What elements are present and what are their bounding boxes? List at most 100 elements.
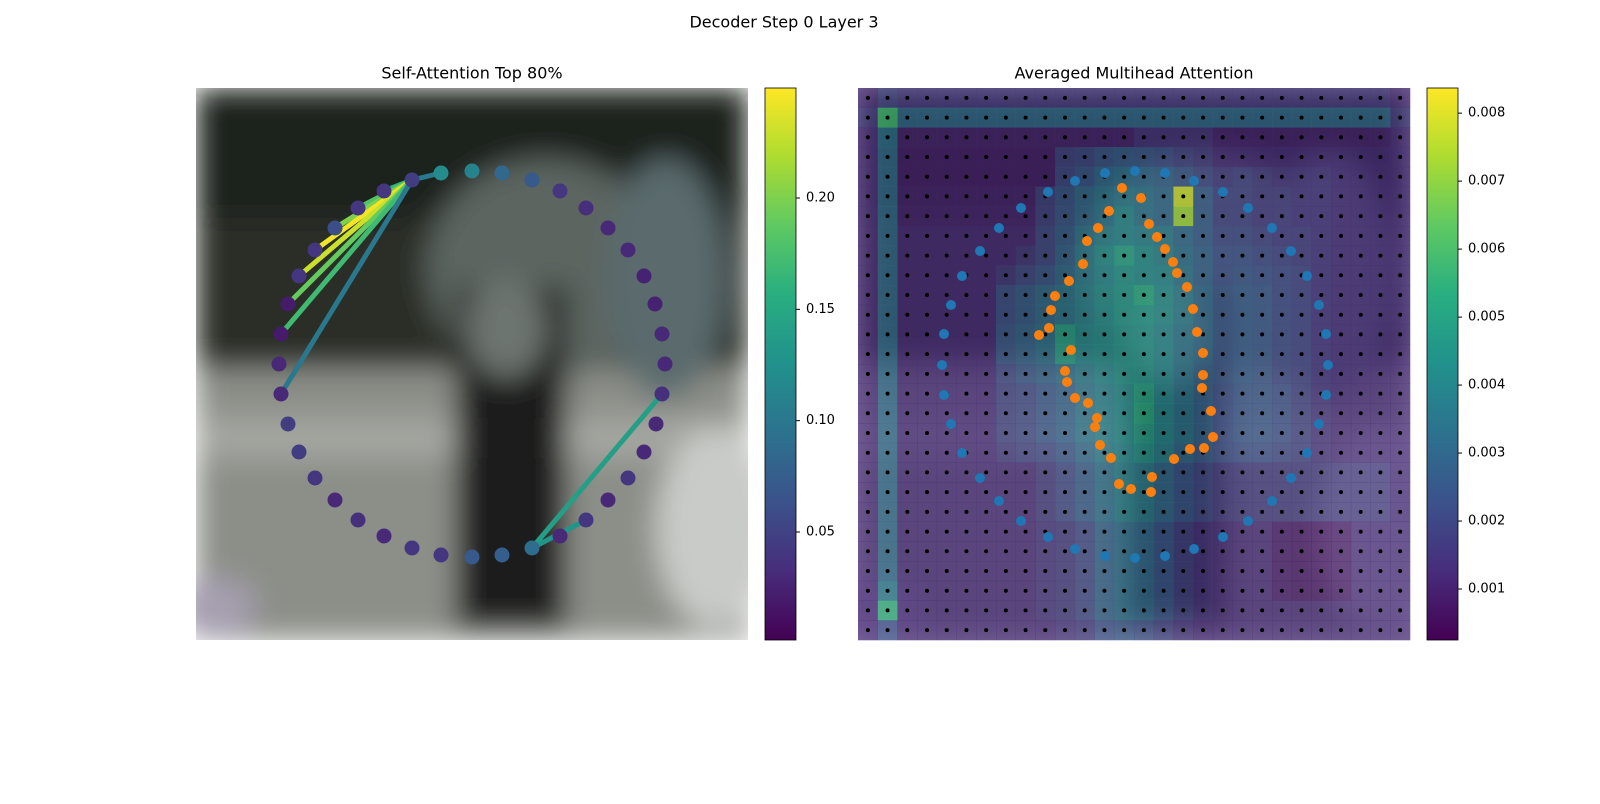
grid-dot [1023, 450, 1028, 455]
grid-dot [1161, 431, 1166, 435]
grid-dot [1260, 352, 1265, 357]
grid-dot [1063, 608, 1067, 613]
grid-dot [1122, 569, 1127, 573]
point [1093, 223, 1103, 233]
grid-dot [1003, 529, 1008, 534]
grid-dot [1319, 608, 1324, 613]
grid-dot [1122, 450, 1127, 455]
grid-dot [885, 115, 890, 120]
grid-dot [1161, 411, 1166, 416]
point [1169, 454, 1179, 464]
grid-dot [1299, 549, 1304, 554]
grid-dot [1023, 569, 1028, 573]
grid-dot [1260, 509, 1265, 514]
grid-dot [905, 214, 910, 219]
grid-dot [1003, 174, 1008, 179]
point [280, 416, 296, 432]
grid-dot [1102, 371, 1107, 376]
point [464, 163, 480, 179]
point [350, 200, 366, 216]
grid-dot [1299, 411, 1304, 416]
grid-dot [984, 293, 989, 297]
grid-dot [1240, 569, 1245, 573]
grid-dot [1201, 214, 1205, 219]
grid-dot [865, 450, 870, 455]
grid-dot [1102, 293, 1107, 297]
grid-dot [1260, 155, 1265, 159]
grid-dot [1122, 115, 1127, 120]
grid-dot [1003, 273, 1008, 278]
grid-dot [944, 312, 949, 317]
grid-dot [1378, 293, 1383, 297]
grid-dot [1161, 115, 1166, 120]
grid-dot [865, 549, 870, 554]
grid-dot [1063, 509, 1067, 514]
grid-dot [984, 509, 989, 514]
grid-dot [964, 431, 969, 435]
grid-dot [1102, 391, 1107, 396]
grid-dot [1240, 529, 1245, 534]
grid-dot [1260, 273, 1265, 278]
grid-dot [1339, 352, 1343, 357]
grid-dot [885, 174, 890, 179]
grid-dot [925, 391, 929, 396]
point [1070, 176, 1080, 186]
grid-dot [1319, 155, 1324, 159]
grid-dot [1181, 371, 1186, 376]
grid-dot [1398, 391, 1403, 396]
grid-dot [984, 470, 989, 475]
grid-dot [1201, 293, 1205, 297]
grid-dot [1122, 470, 1127, 475]
grid-dot [1339, 135, 1343, 140]
grid-dot [1260, 95, 1265, 100]
grid-dot [1260, 371, 1265, 376]
grid-dot [1319, 450, 1324, 455]
grid-dot [1122, 549, 1127, 554]
point [1302, 271, 1312, 281]
grid-dot [944, 273, 949, 278]
grid-dot [925, 470, 929, 475]
grid-dot [1063, 135, 1067, 140]
point [307, 242, 323, 258]
grid-dot [1181, 411, 1186, 416]
grid-dot [1122, 95, 1127, 100]
grid-dot [964, 509, 969, 514]
grid-dot [1279, 391, 1284, 396]
grid-dot [1201, 490, 1205, 495]
figure-title: Decoder Step 0 Layer 3 [689, 13, 878, 32]
point [1136, 193, 1146, 203]
grid-dot [925, 253, 929, 258]
grid-dot [925, 194, 929, 199]
grid-dot [925, 431, 929, 435]
grid-dot [1181, 332, 1186, 337]
grid-dot [1043, 332, 1048, 337]
grid-dot [944, 174, 949, 179]
point [1043, 187, 1053, 197]
grid-dot [1082, 470, 1087, 475]
panel-title: Averaged Multihead Attention [1015, 64, 1254, 83]
colorbar-tick-label: 0.20 [806, 190, 835, 205]
grid-dot [1003, 391, 1008, 396]
point [1126, 484, 1136, 494]
grid-dot [1122, 371, 1127, 376]
colorbar-tick-label: 0.005 [1468, 310, 1505, 325]
grid-dot [1358, 293, 1363, 297]
grid-dot [1398, 155, 1403, 159]
grid-dot [984, 214, 989, 219]
grid-dot [1082, 529, 1087, 534]
grid-dot [1240, 194, 1245, 199]
grid-dot [944, 253, 949, 258]
grid-dot [885, 431, 890, 435]
grid-dot [1181, 115, 1186, 120]
point [600, 220, 616, 236]
colorbar-tick-label: 0.004 [1468, 378, 1505, 393]
point [1100, 551, 1110, 561]
grid-dot [1299, 371, 1304, 376]
grid-dot [1260, 391, 1265, 396]
grid-dot [1043, 470, 1048, 475]
grid-dot [865, 371, 870, 376]
grid-dot [1181, 431, 1186, 435]
grid-dot [1398, 608, 1403, 613]
grid-dot [1299, 293, 1304, 297]
grid-dot [964, 549, 969, 554]
